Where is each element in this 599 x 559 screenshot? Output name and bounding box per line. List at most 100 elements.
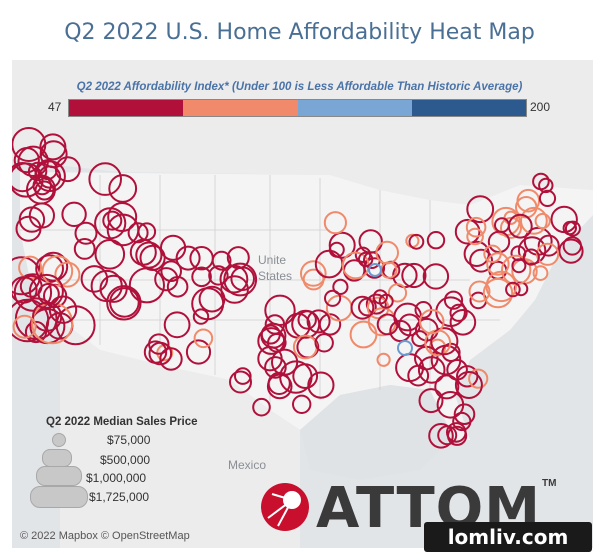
county-bubble[interactable] (12, 276, 38, 304)
county-bubble[interactable] (449, 309, 477, 336)
county-bubble[interactable] (375, 240, 400, 265)
county-bubble[interactable] (454, 218, 481, 245)
county-bubble[interactable] (422, 263, 450, 290)
county-bubble[interactable] (426, 231, 446, 250)
county-bubble[interactable] (252, 397, 271, 417)
county-bubble[interactable] (349, 320, 378, 349)
county-bubble[interactable] (108, 174, 138, 203)
county-bubble[interactable] (318, 313, 342, 336)
county-bubble[interactable] (314, 333, 334, 353)
county-bubble[interactable] (61, 201, 87, 228)
county-bubble[interactable] (175, 245, 201, 271)
county-bubble[interactable] (466, 227, 484, 246)
county-bubble[interactable] (466, 195, 495, 224)
county-bubble[interactable] (534, 212, 551, 230)
county-bubble[interactable] (191, 266, 212, 288)
county-bubble[interactable] (74, 221, 98, 245)
county-bubble[interactable] (401, 262, 427, 289)
county-bubble[interactable] (106, 285, 142, 321)
map-attribution[interactable]: © 2022 Mapbox © OpenStreetMap (20, 530, 190, 542)
county-bubble[interactable] (532, 172, 550, 191)
county-bubble[interactable] (447, 425, 468, 446)
county-bubble[interactable] (159, 347, 183, 371)
county-bubble[interactable] (434, 374, 460, 400)
county-bubble[interactable] (211, 250, 232, 271)
county-bubble[interactable] (516, 188, 541, 213)
county-bubble[interactable] (208, 265, 229, 286)
county-bubble[interactable] (185, 339, 212, 365)
county-bubble[interactable] (500, 216, 522, 239)
county-bubble[interactable] (482, 277, 514, 309)
county-bubble[interactable] (468, 368, 489, 389)
county-bubble[interactable] (357, 251, 374, 268)
county-bubble[interactable] (102, 210, 123, 231)
county-bubble[interactable] (28, 273, 64, 309)
county-bubble[interactable] (332, 278, 349, 295)
county-bubble[interactable] (324, 289, 342, 307)
county-bubble[interactable] (267, 333, 287, 353)
county-bubble[interactable] (160, 260, 182, 283)
county-bubble[interactable] (522, 248, 540, 266)
county-bubble[interactable] (80, 265, 109, 293)
county-bubble[interactable] (368, 263, 382, 277)
county-bubble[interactable] (449, 303, 468, 322)
county-bubble[interactable] (88, 162, 122, 196)
county-bubble[interactable] (307, 371, 335, 399)
county-bubble[interactable] (486, 252, 510, 276)
county-bubble[interactable] (454, 371, 483, 399)
county-bubble[interactable] (328, 241, 345, 258)
county-bubble[interactable] (558, 238, 584, 264)
county-bubble[interactable] (17, 145, 49, 178)
county-bubble[interactable] (192, 308, 210, 325)
county-bubble[interactable] (54, 156, 81, 183)
county-bubble[interactable] (300, 260, 327, 287)
county-bubble[interactable] (12, 314, 37, 339)
county-bubble[interactable] (139, 244, 166, 271)
county-bubble[interactable] (12, 162, 38, 193)
county-bubble[interactable] (418, 388, 444, 414)
county-bubble[interactable] (468, 280, 491, 303)
county-bubble[interactable] (430, 327, 459, 356)
county-bubble[interactable] (54, 261, 81, 288)
county-bubble[interactable] (193, 328, 214, 349)
county-bubble[interactable] (219, 264, 249, 294)
county-bubble[interactable] (264, 356, 287, 379)
county-bubble[interactable] (376, 352, 391, 367)
county-bubble[interactable] (94, 239, 126, 270)
county-bubble[interactable] (538, 177, 554, 194)
county-bubble[interactable] (127, 222, 149, 244)
county-bubble[interactable] (365, 293, 387, 315)
county-bubble[interactable] (148, 333, 170, 355)
county-bubble[interactable] (41, 255, 74, 287)
county-bubble[interactable] (443, 290, 464, 310)
county-bubble[interactable] (507, 213, 533, 239)
county-bubble[interactable] (198, 285, 226, 313)
county-bubble[interactable] (328, 231, 356, 259)
county-bubble[interactable] (266, 373, 293, 400)
county-bubble[interactable] (408, 233, 425, 250)
county-bubble[interactable] (505, 281, 521, 298)
county-bubble[interactable] (94, 207, 127, 240)
county-bubble[interactable] (532, 265, 549, 282)
county-bubble[interactable] (564, 220, 581, 237)
county-bubble[interactable] (39, 140, 68, 169)
county-bubble[interactable] (430, 344, 462, 376)
county-bubble[interactable] (411, 330, 429, 348)
map-canvas[interactable] (12, 60, 593, 548)
county-bubble[interactable] (453, 403, 476, 426)
county-bubble[interactable] (469, 248, 494, 273)
county-bubble[interactable] (387, 283, 408, 303)
county-bubble[interactable] (28, 202, 56, 229)
county-bubble[interactable] (378, 293, 394, 309)
county-bubble[interactable] (419, 309, 445, 335)
county-bubble[interactable] (397, 340, 413, 356)
county-bubble[interactable] (417, 356, 446, 384)
county-bubble[interactable] (407, 364, 430, 387)
county-bubble[interactable] (292, 394, 312, 414)
county-bubble[interactable] (24, 320, 48, 344)
county-bubble[interactable] (73, 238, 96, 260)
county-bubble[interactable] (143, 340, 168, 364)
county-bubble[interactable] (260, 322, 287, 349)
county-bubble[interactable] (12, 127, 47, 162)
county-bubble[interactable] (485, 270, 517, 303)
